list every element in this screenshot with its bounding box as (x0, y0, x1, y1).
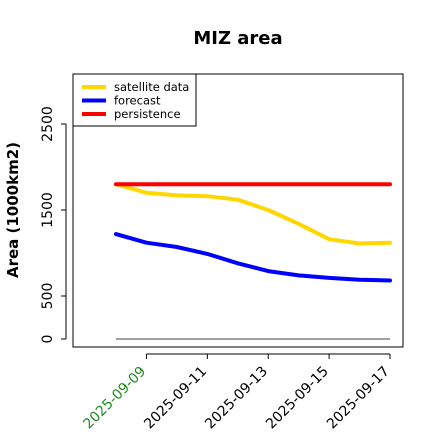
legend-label-satellite-data: satellite data (114, 80, 189, 94)
y-tick-label: 0 (40, 335, 56, 344)
chart-title: MIZ area (193, 28, 282, 49)
series-line-forecast (114, 232, 392, 283)
series-line-satellite-data (114, 182, 392, 246)
x-tick-label: 2025-09-15 (263, 364, 332, 433)
y-tick-label: 500 (40, 283, 56, 310)
y-axis-label: Area (1000km2) (4, 142, 22, 278)
y-tick-label: 1500 (40, 192, 56, 228)
legend-label-forecast: forecast (114, 94, 161, 108)
legend-label-persistence: persistence (114, 107, 181, 121)
y-tick-label: 2500 (40, 106, 56, 142)
x-tick-label: 2025-09-09 (80, 364, 149, 433)
x-tick-label: 2025-09-13 (202, 364, 271, 433)
x-tick-label: 2025-09-17 (324, 364, 393, 433)
x-tick-label: 2025-09-11 (141, 364, 210, 433)
plot-frame (72, 73, 404, 348)
